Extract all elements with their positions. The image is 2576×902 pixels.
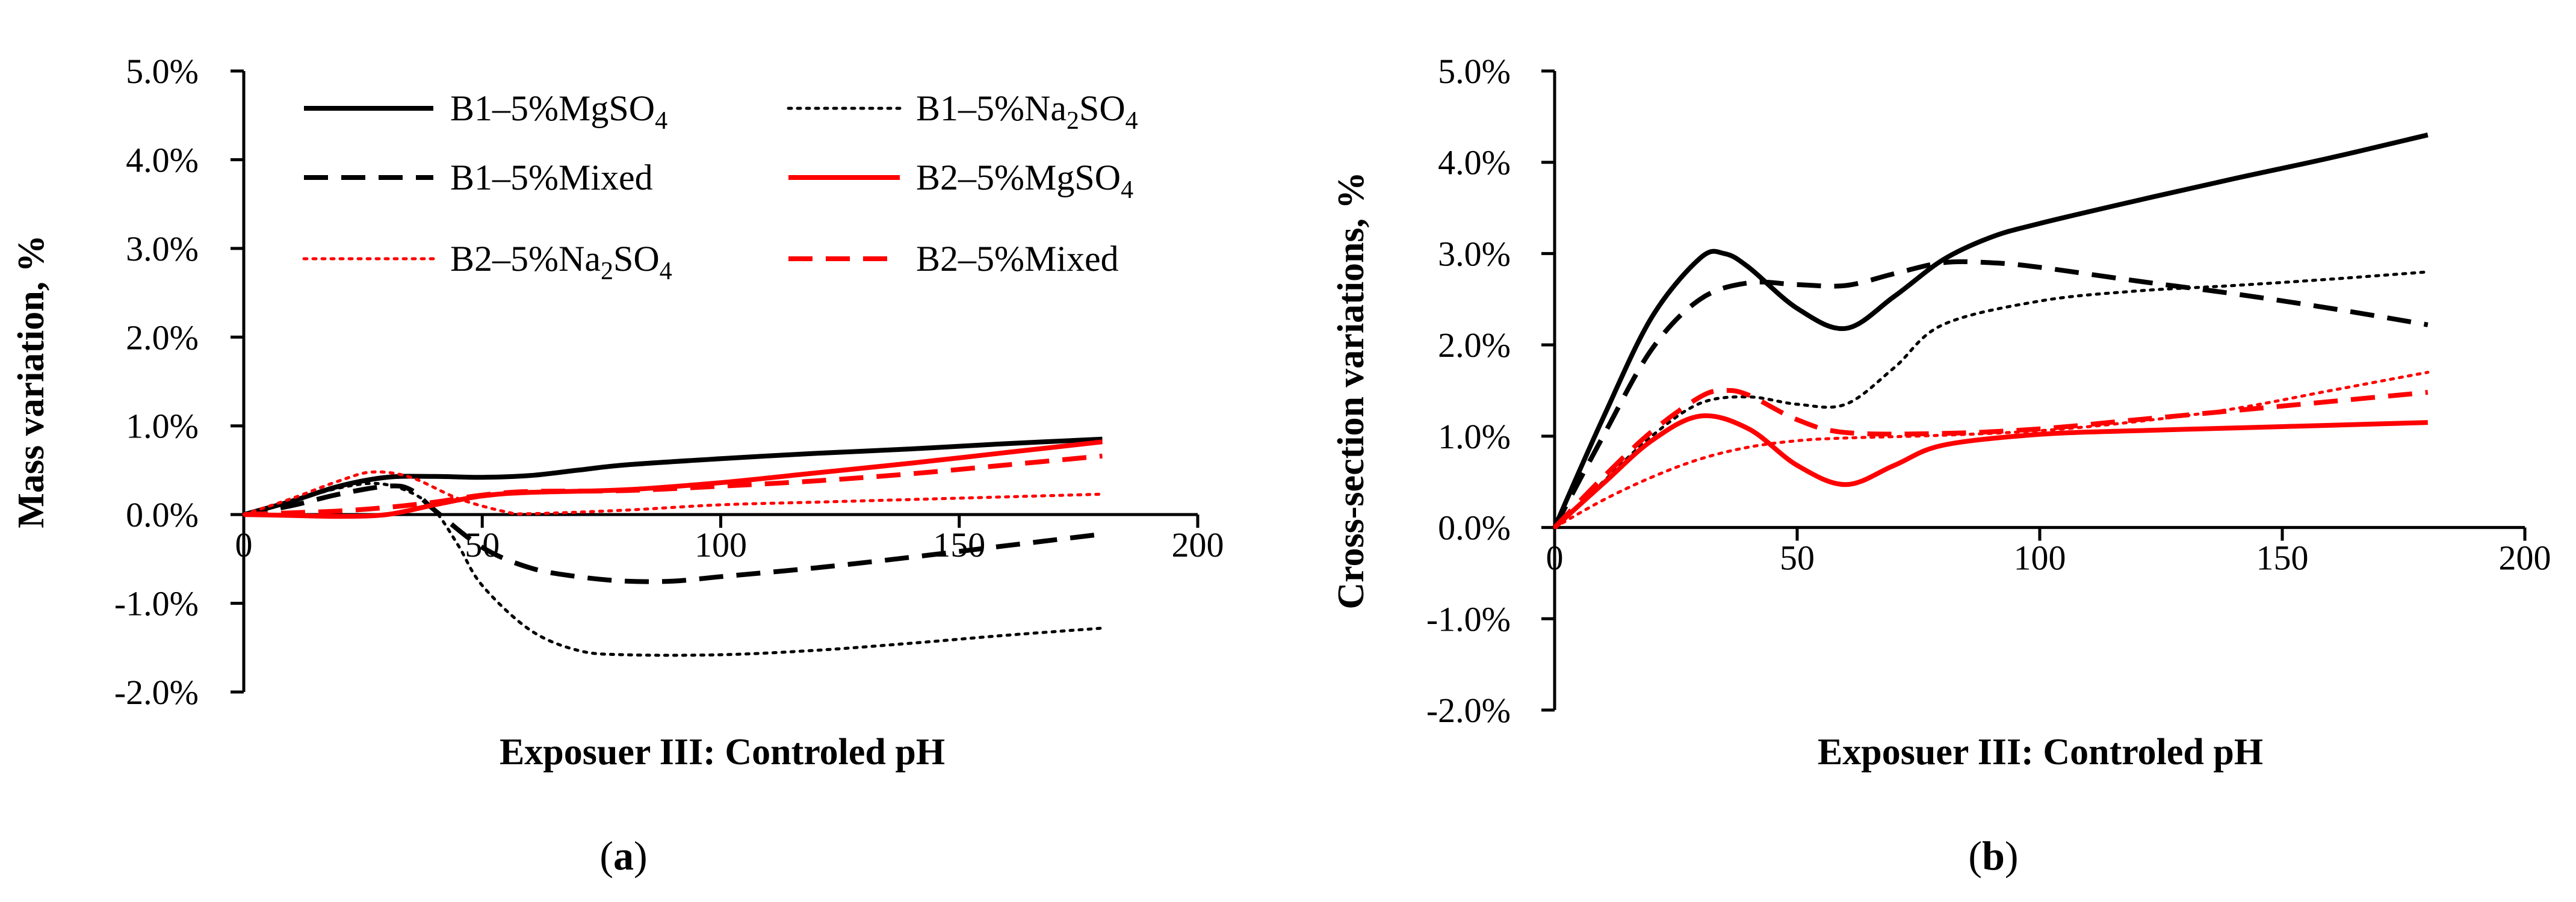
x-tick-label: 0 bbox=[235, 525, 253, 564]
legend-label: B1–5%Mixed bbox=[450, 158, 653, 197]
y-tick-label: 5.0% bbox=[1438, 52, 1511, 91]
caption-open: ( bbox=[599, 833, 613, 879]
caption-open: ( bbox=[1968, 833, 1982, 879]
series-line-b2-5-mgso4 bbox=[1553, 413, 2428, 530]
legend-label-sub: 2 bbox=[1067, 107, 1079, 135]
series-line-b1-5-na2so4 bbox=[1553, 270, 2430, 530]
legend-label-sub: 4 bbox=[1125, 107, 1138, 135]
y-tick-label: 1.0% bbox=[126, 407, 199, 446]
x-tick-label: 200 bbox=[2499, 539, 2551, 578]
y-tick-label: 1.0% bbox=[1438, 417, 1511, 456]
legend-label-sub: 4 bbox=[660, 258, 672, 285]
caption-letter: a bbox=[613, 833, 634, 879]
y-tick-label: -2.0% bbox=[1426, 691, 1511, 730]
x-tick-label: 100 bbox=[2014, 539, 2066, 578]
legend-label-main: B1–5%Mixed bbox=[450, 158, 653, 197]
y-tick-label: 5.0% bbox=[126, 52, 199, 91]
y-tick-label: 0.0% bbox=[1438, 508, 1511, 548]
series-line-b1-5-mgso4 bbox=[1552, 132, 2429, 529]
x-tick-label: 50 bbox=[1780, 539, 1815, 578]
y-axis-title: Mass variation, % bbox=[11, 235, 52, 528]
y-tick-label: -1.0% bbox=[114, 584, 199, 623]
x-tick-label: 0 bbox=[1546, 539, 1564, 578]
series-line-b1-5-na2so4 bbox=[242, 481, 1104, 657]
legend-label-main: B1–5%MgSO bbox=[450, 88, 655, 128]
panel-caption: (b) bbox=[1968, 833, 2018, 879]
legend-label-sub: 2 bbox=[601, 258, 613, 285]
series-line-b1-5-mgso4 bbox=[243, 436, 1103, 517]
legend-label-main: B2–5%Na bbox=[450, 239, 601, 279]
legend-label: B1–5%Na2SO4 bbox=[916, 88, 1138, 135]
y-tick-label: 2.0% bbox=[1438, 326, 1511, 365]
y-tick-label: 2.0% bbox=[126, 318, 199, 357]
y-axis-title: Cross-section variations, % bbox=[1331, 171, 1372, 609]
caption-letter: b bbox=[1982, 833, 2005, 879]
y-tick-label: 3.0% bbox=[126, 229, 199, 268]
y-tick-label: 0.0% bbox=[126, 495, 199, 534]
series-line-b2-5-mixed bbox=[243, 453, 1103, 517]
x-tick-label: 200 bbox=[1172, 525, 1224, 564]
legend-label-sub: 4 bbox=[1121, 176, 1133, 204]
panel-caption: (a) bbox=[599, 833, 647, 879]
x-axis-title: Exposuer III: Controled pH bbox=[500, 732, 945, 773]
y-tick-label: -2.0% bbox=[114, 673, 199, 712]
y-tick-label: 4.0% bbox=[1438, 143, 1511, 182]
x-tick-label: 100 bbox=[695, 525, 747, 564]
legend-label-main: B1–5%Na bbox=[916, 88, 1067, 128]
caption-close: ) bbox=[2005, 833, 2019, 879]
x-tick-label: 150 bbox=[933, 525, 985, 564]
series-line-b1-5-mixed bbox=[243, 483, 1103, 584]
legend-label: B2–5%Na2SO4 bbox=[450, 239, 672, 285]
legend-label: B1–5%MgSO4 bbox=[450, 88, 667, 135]
legend-label-main: B2–5%Mixed bbox=[916, 239, 1119, 279]
legend-label-mid: SO bbox=[1079, 88, 1125, 128]
y-tick-label: 4.0% bbox=[126, 140, 199, 179]
x-axis-title: Exposuer III: Controled pH bbox=[1818, 732, 2263, 773]
legend-label-sub: 4 bbox=[655, 107, 667, 135]
legend-label: B2–5%MgSO4 bbox=[916, 158, 1133, 204]
legend-label-mid: SO bbox=[613, 239, 660, 279]
caption-close: ) bbox=[634, 833, 648, 879]
chart-panel-a: -2.0% -1.0% 0.0% 1.0% 2.0% 3.0% 4.0% 5.0% 0 50 100… bbox=[11, 52, 1224, 879]
y-tick-label: -1.0% bbox=[1426, 599, 1511, 638]
series-line-b2-5-mgso4 bbox=[243, 439, 1103, 519]
series-line-b1-5-mixed bbox=[1552, 259, 2429, 529]
chart-panel-b: -2.0% -1.0% 0.0% 1.0% 2.0% 3.0% 4.0% 5.0% 0 50 100… bbox=[1331, 52, 2551, 879]
y-tick-label: 3.0% bbox=[1438, 234, 1511, 273]
series-line-b2-5-na2so4 bbox=[1553, 371, 2430, 530]
x-tick-label: 50 bbox=[465, 525, 500, 564]
legend-label-main: B2–5%MgSO bbox=[916, 158, 1121, 197]
legend-label: B2–5%Mixed bbox=[916, 239, 1119, 279]
series-line-b2-5-na2so4 bbox=[242, 470, 1104, 516]
x-tick-label: 150 bbox=[2256, 539, 2309, 578]
